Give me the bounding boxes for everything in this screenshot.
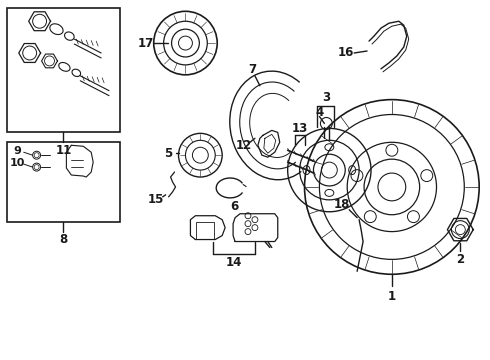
Text: 5: 5 xyxy=(165,147,172,160)
Text: 17: 17 xyxy=(138,37,154,50)
Text: 7: 7 xyxy=(248,63,256,76)
Text: 1: 1 xyxy=(388,289,396,303)
Bar xyxy=(7,142,120,222)
Text: 11: 11 xyxy=(55,144,72,157)
Text: 15: 15 xyxy=(147,193,164,206)
Text: 12: 12 xyxy=(236,139,252,152)
Text: 18: 18 xyxy=(334,198,350,211)
Text: 2: 2 xyxy=(456,253,465,266)
Text: 16: 16 xyxy=(338,46,354,59)
Text: 9: 9 xyxy=(14,146,22,156)
Text: 6: 6 xyxy=(230,200,238,213)
Text: 4: 4 xyxy=(315,106,323,119)
Text: 14: 14 xyxy=(226,256,242,269)
Text: 13: 13 xyxy=(292,122,308,135)
Text: 3: 3 xyxy=(322,91,330,104)
Bar xyxy=(7,8,120,132)
Text: 10: 10 xyxy=(10,158,25,168)
Text: 8: 8 xyxy=(59,233,68,246)
